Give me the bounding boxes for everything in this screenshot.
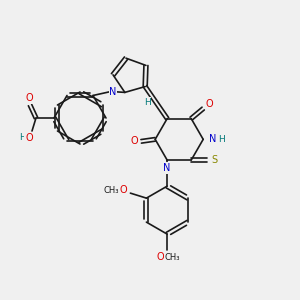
Text: N: N bbox=[164, 163, 171, 173]
Text: O: O bbox=[156, 252, 164, 262]
Text: H: H bbox=[218, 135, 225, 144]
Text: O: O bbox=[25, 133, 33, 143]
Text: O: O bbox=[25, 93, 33, 103]
Text: O: O bbox=[130, 136, 138, 146]
Text: CH₃: CH₃ bbox=[164, 253, 180, 262]
Text: O: O bbox=[206, 99, 213, 109]
Text: N: N bbox=[209, 134, 217, 144]
Text: H: H bbox=[144, 98, 151, 107]
Text: O: O bbox=[120, 185, 127, 195]
Text: S: S bbox=[211, 155, 217, 165]
Text: H: H bbox=[19, 134, 26, 142]
Text: CH₃: CH₃ bbox=[103, 186, 119, 195]
Text: N: N bbox=[109, 88, 117, 98]
